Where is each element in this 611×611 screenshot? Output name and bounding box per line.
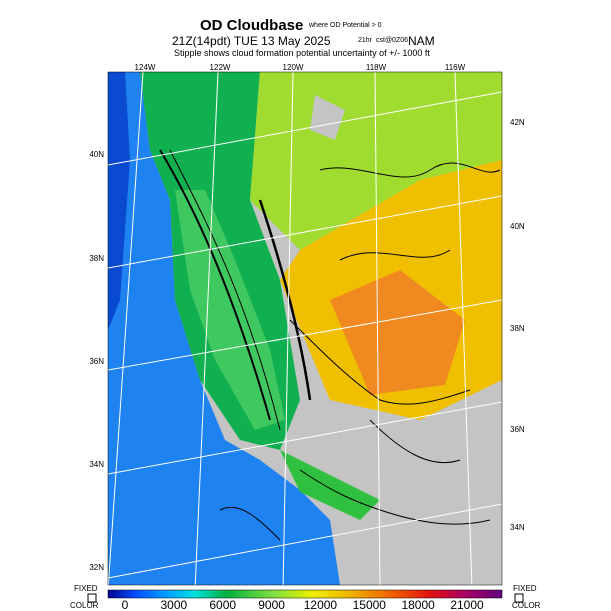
lon-label: 116W (445, 63, 466, 72)
colorbar-tick-label: 9000 (258, 598, 285, 611)
lat-label: 42N (510, 118, 525, 127)
model: NAM (408, 34, 435, 48)
fixed-label: FIXED (74, 584, 98, 593)
colorbar-tick-label: 18000 (401, 598, 435, 611)
colorbar-ticks: 0 3000 6000 9000 12000 15000 18000 21000 (122, 598, 484, 611)
high-base-area (330, 270, 465, 395)
lat-label: 34N (89, 460, 104, 469)
deep-ocean-area (108, 72, 130, 330)
lon-label: 122W (210, 63, 231, 72)
colorbar-tick-label: 15000 (353, 598, 387, 611)
title: OD Cloudbase (200, 17, 303, 34)
title-note: where OD Potential > 0 (308, 22, 382, 29)
lon-labels: 124W 122W 120W 118W 116W (135, 63, 466, 72)
lat-label: 32N (89, 563, 104, 572)
lat-label: 40N (510, 222, 525, 231)
lat-label: 40N (89, 150, 104, 159)
color-label: COLOR (512, 601, 541, 610)
forecast-hour: 21hr (358, 37, 373, 44)
valid-time: 21Z(14pdt) TUE 13 May 2025 (172, 34, 331, 48)
lat-label: 38N (510, 324, 525, 333)
ocean-area (108, 72, 340, 585)
graticule (108, 72, 502, 585)
init-time: cst@0Z06 (376, 37, 408, 44)
lon-label: 118W (366, 63, 387, 72)
map-field (108, 72, 502, 585)
fixed-color-box (514, 593, 524, 603)
lon-label: 120W (283, 63, 304, 72)
colorbar-tick-label: 0 (122, 598, 129, 611)
colorbar (107, 589, 503, 599)
fixed-label: FIXED (513, 584, 537, 593)
lat-labels-right: 42N 40N 38N 36N 34N (510, 118, 525, 532)
gray-patch (310, 95, 345, 140)
colorbar-tick-label: 6000 (209, 598, 236, 611)
colorbar-tick-label: 12000 (304, 598, 338, 611)
lat-label: 38N (89, 254, 104, 263)
valley-floor (175, 190, 285, 430)
lon-label: 124W (135, 63, 156, 72)
lat-label: 36N (510, 425, 525, 434)
fixed-color-box (87, 593, 97, 603)
lat-labels-left: 40N 38N 36N 34N 32N (89, 150, 104, 572)
colorbar-tick-label: 3000 (161, 598, 188, 611)
subtitle: Stipple shows cloud formation potential … (174, 48, 430, 58)
lat-label: 36N (89, 357, 104, 366)
color-label: COLOR (70, 601, 99, 610)
map-frame (107, 71, 503, 586)
lat-label: 34N (510, 523, 525, 532)
socal-area (280, 450, 380, 520)
colorbar-tick-label: 21000 (450, 598, 484, 611)
